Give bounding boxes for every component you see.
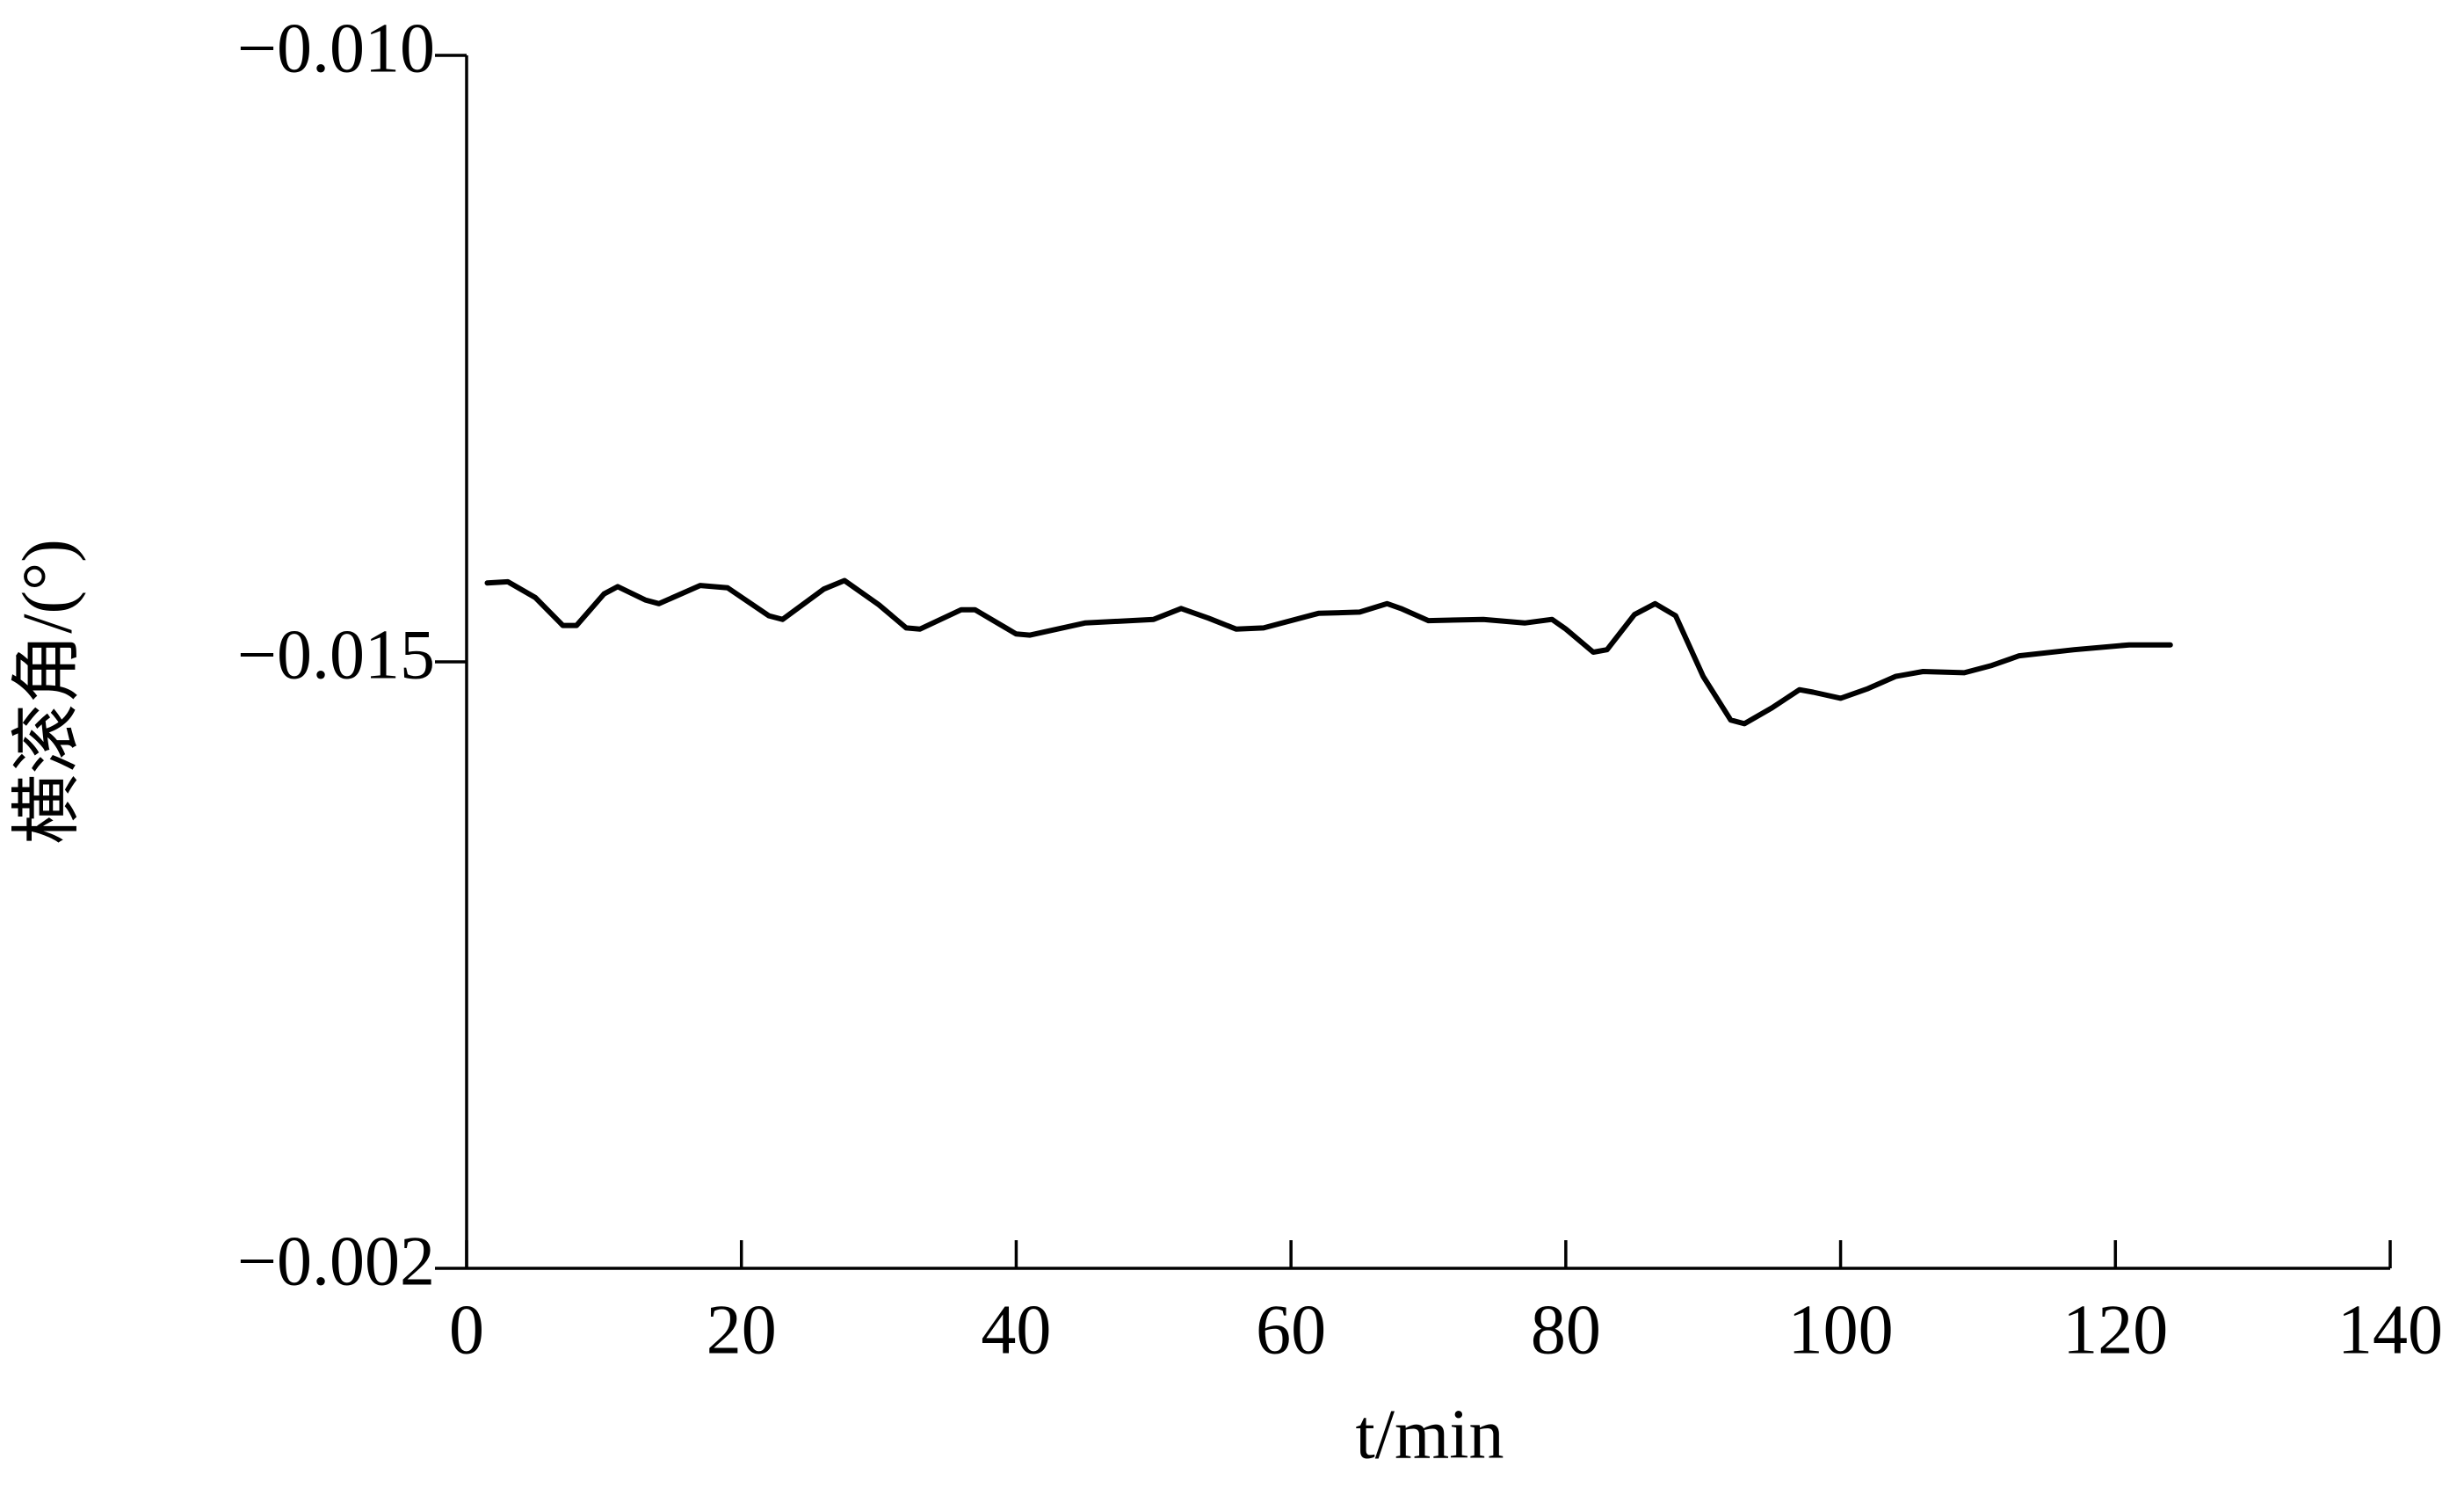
x-axis-label: t/min: [1356, 1396, 1504, 1473]
x-tick-label: 40: [981, 1291, 1051, 1369]
y-tick-label: −0.002: [237, 1223, 435, 1300]
y-tick-label: −0.015: [237, 616, 435, 693]
x-tick-label: 120: [2062, 1291, 2168, 1369]
x-tick-label: 0: [449, 1291, 484, 1369]
x-tick-label: 20: [707, 1291, 777, 1369]
y-tick-label: −0.010: [237, 10, 435, 87]
x-tick-label: 140: [2337, 1291, 2443, 1369]
x-tick-label: 100: [1788, 1291, 1894, 1369]
x-tick-label: 60: [1256, 1291, 1326, 1369]
x-tick-label: 80: [1531, 1291, 1601, 1369]
y-axis-label: 横滚角/(°): [9, 539, 86, 845]
data-line: [484, 577, 2173, 727]
